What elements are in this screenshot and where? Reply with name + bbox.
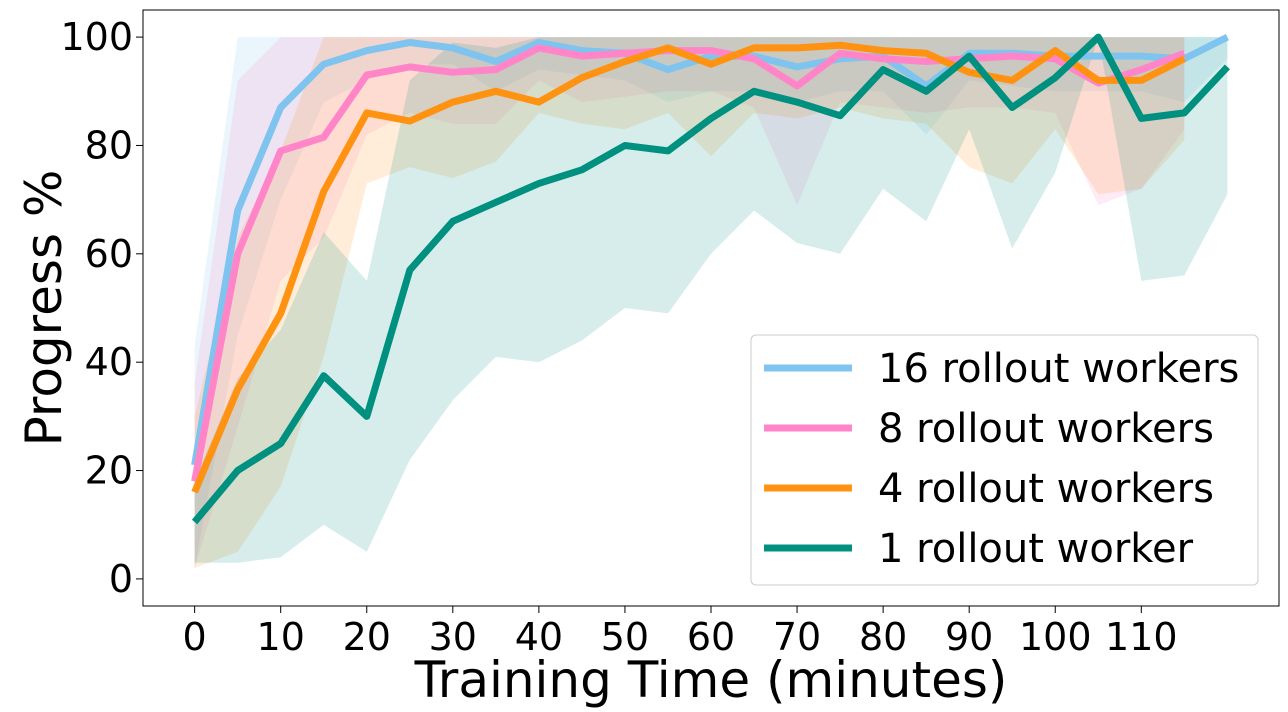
y-tick-label: 40 <box>85 340 133 384</box>
y-tick-label: 0 <box>109 557 133 601</box>
x-axis-ticks: 0 10 20 30 40 50 60 70 80 90 100 110 <box>183 606 1178 659</box>
x-tick-label: 60 <box>687 615 735 659</box>
legend-label-3: 1 rollout worker <box>878 526 1194 572</box>
x-tick-label: 30 <box>429 615 477 659</box>
legend-label-1: 8 rollout workers <box>878 406 1214 452</box>
x-tick-label: 40 <box>515 615 563 659</box>
series-lines <box>191 33 1230 525</box>
x-tick-label: 110 <box>1105 615 1178 659</box>
y-axis-label: Progress % <box>15 170 73 447</box>
x-tick-label: 50 <box>601 615 649 659</box>
confidence-band-2 <box>194 37 1185 569</box>
legend: 16 rollout workers 8 rollout workers 4 rol… <box>750 334 1259 586</box>
x-tick-label: 70 <box>773 615 821 659</box>
series-line-2 <box>191 41 1186 494</box>
x-tick-label: 10 <box>257 615 305 659</box>
legend-box <box>750 334 1259 586</box>
x-tick-label: 80 <box>859 615 907 659</box>
y-tick-label: 80 <box>85 123 133 167</box>
legend-label-0: 16 rollout workers <box>878 346 1239 392</box>
y-axis-ticks: 0 20 40 60 80 100 <box>60 15 143 601</box>
x-tick-label: 90 <box>945 615 993 659</box>
legend-label-2: 4 rollout workers <box>878 466 1214 512</box>
confidence-band-3 <box>194 37 1228 563</box>
x-axis-label: Training Time (minutes) <box>414 651 1008 709</box>
x-tick-label: 20 <box>343 615 391 659</box>
y-tick-label: 60 <box>85 232 133 276</box>
x-tick-label: 100 <box>1019 615 1092 659</box>
x-tick-label: 0 <box>183 615 207 659</box>
series-line-3 <box>191 33 1230 525</box>
y-tick-label: 20 <box>85 449 133 493</box>
series-line-1 <box>191 44 1186 483</box>
y-tick-label: 100 <box>60 15 133 59</box>
